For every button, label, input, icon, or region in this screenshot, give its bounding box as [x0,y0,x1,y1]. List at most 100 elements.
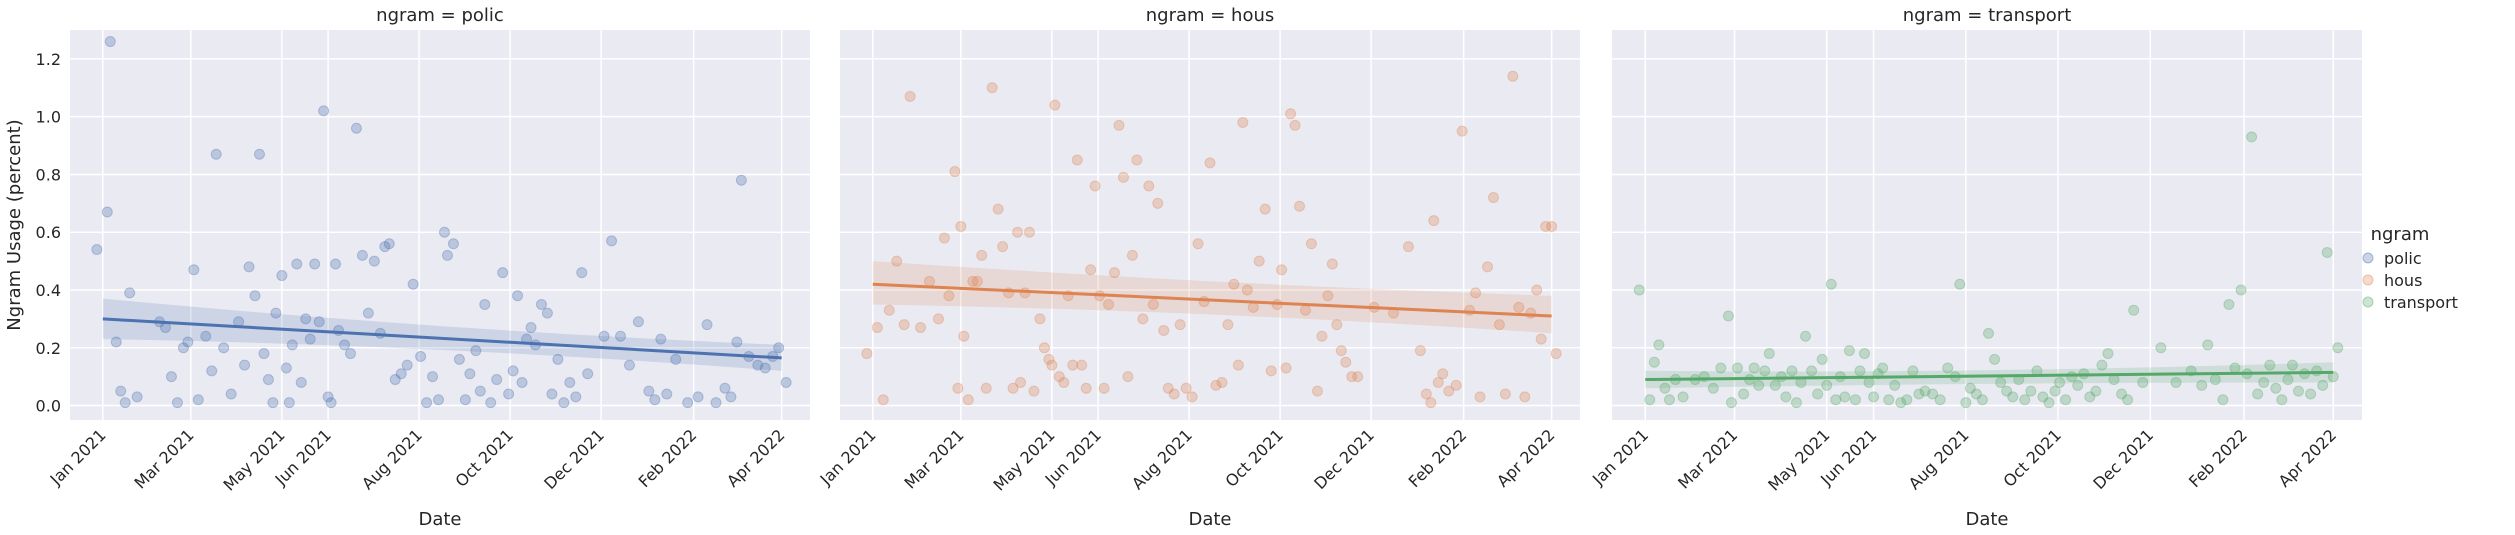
data-point [615,330,627,342]
data-point [877,394,889,406]
data-point [1432,376,1444,388]
data-point [438,226,450,238]
data-point [1071,154,1083,166]
legend-entry: polic [2384,249,2422,268]
data-point [218,342,230,354]
data-point [1927,388,1939,400]
data-point [932,313,944,325]
data-point [2060,394,2072,406]
plot-background [840,30,1580,420]
confidence-band [102,298,782,371]
data-point [661,388,673,400]
data-point [1816,353,1828,365]
x-tick-label: Dec 2021 [2089,425,2157,493]
data-point [1895,397,1907,409]
data-point [304,333,316,345]
data-point [1677,391,1689,403]
data-point [1058,376,1070,388]
data-point [1028,385,1040,397]
data-point [356,249,368,261]
y-tick-label: 0.0 [36,397,61,416]
data-point [1305,238,1317,250]
data-point [1414,345,1426,357]
data-point [1126,249,1138,261]
data-point [395,368,407,380]
data-point [1276,264,1288,276]
data-point [1487,192,1499,204]
data-point [1147,298,1159,310]
plot-background [70,30,810,420]
data-point [2196,379,2208,391]
data-point [535,298,547,310]
data-point [1499,388,1511,400]
data-point [1222,319,1234,331]
data-point [1976,394,1988,406]
data-point [389,374,401,386]
data-point [1228,278,1240,290]
data-point [1346,371,1358,383]
x-tick-label: Oct 2021 [2000,425,2065,490]
data-point [512,290,524,302]
data-point [2202,339,2214,351]
data-point [1098,382,1110,394]
data-point [582,368,594,380]
data-point [1901,394,1913,406]
x-tick-label: Apr 2022 [1493,425,1558,490]
data-point [623,359,635,371]
data-point [938,232,950,244]
data-point [330,258,342,270]
data-point [249,290,261,302]
data-point [115,385,127,397]
data-point [433,394,445,406]
data-point [955,220,967,232]
data-point [2128,304,2140,316]
data-point [980,382,992,394]
data-point [564,376,576,388]
data-point [1241,284,1253,296]
data-point [2327,371,2339,383]
data-point [1089,180,1101,192]
data-point [943,290,955,302]
data-point [177,342,189,354]
data-point [649,394,661,406]
data-point [283,397,295,409]
data-point [313,316,325,328]
data-point [643,385,655,397]
data-point [2282,374,2294,386]
data-point [976,249,988,261]
data-point [124,287,136,299]
data-point [1653,339,1665,351]
data-point [1550,348,1562,360]
data-point [1913,388,1925,400]
data-point [2223,298,2235,310]
data-point [546,388,558,400]
plot-background [1612,30,2362,420]
data-point [1137,313,1149,325]
data-point [1830,394,1842,406]
data-point [558,397,570,409]
data-point [441,249,453,261]
data-point [1425,397,1437,409]
data-point [1192,238,1204,250]
data-point [383,238,395,250]
data-point [1352,371,1364,383]
data-point [1046,359,1058,371]
data-point [1849,394,1861,406]
data-point [101,206,113,218]
data-point [262,374,274,386]
y-tick-label: 0.6 [36,223,61,242]
data-point [962,394,974,406]
x-tick-label: Jan 2021 [816,425,880,489]
legend-marker [2362,296,2374,308]
data-point [1331,319,1343,331]
data-point [131,391,143,403]
data-point [1821,379,1833,391]
x-axis-label: Date [418,509,461,530]
data-point [1012,226,1024,238]
data-point [239,359,251,371]
data-point [1186,391,1198,403]
data-point [322,391,334,403]
data-point [904,90,916,102]
data-point [759,362,771,374]
data-point [1934,394,1946,406]
